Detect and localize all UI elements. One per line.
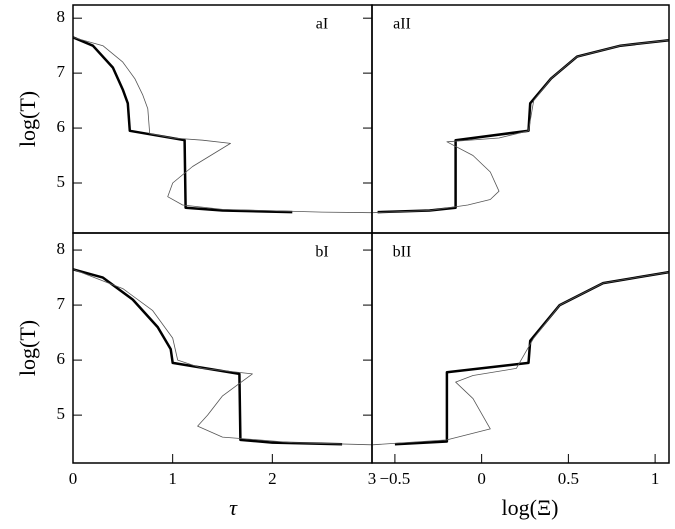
x-tick-label: 0 <box>69 469 78 488</box>
panel-frame <box>371 232 670 464</box>
x-axis-label: log(Ξ) <box>502 495 559 520</box>
curve <box>72 36 293 214</box>
y-tick-label: 6 <box>57 117 66 136</box>
y-tick-label: 8 <box>57 239 66 258</box>
curve <box>394 270 670 446</box>
panel-frame <box>72 4 373 234</box>
panel-label: bI <box>315 244 328 261</box>
curve <box>377 38 670 214</box>
curve <box>372 39 670 214</box>
y-tick-label: 8 <box>57 7 66 26</box>
y-tick-label: 5 <box>57 404 66 423</box>
curve <box>372 271 670 446</box>
y-tick-label: 7 <box>57 62 66 81</box>
panel-label: bII <box>393 244 412 261</box>
panel-label: aI <box>316 16 328 33</box>
x-tick-label: 1 <box>651 469 660 488</box>
y-tick-label: 6 <box>57 349 66 368</box>
curve <box>72 268 343 446</box>
panel-frame <box>72 232 373 464</box>
x-tick-label: 0 <box>477 469 486 488</box>
x-tick-label: 3 <box>368 469 377 488</box>
x-tick-label: 2 <box>268 469 277 488</box>
panel-label: aII <box>393 16 411 33</box>
x-tick-label: −0.5 <box>379 469 410 488</box>
y-axis-label: log(T) <box>15 320 40 376</box>
y-tick-label: 5 <box>57 172 66 191</box>
curve <box>72 268 373 446</box>
x-tick-label: 0.5 <box>558 469 579 488</box>
curve <box>72 37 373 214</box>
y-axis-label: log(T) <box>15 91 40 147</box>
panel-frame <box>371 4 670 234</box>
x-axis-label: τ <box>229 495 238 520</box>
y-tick-label: 7 <box>57 294 66 313</box>
x-tick-label: 1 <box>168 469 177 488</box>
